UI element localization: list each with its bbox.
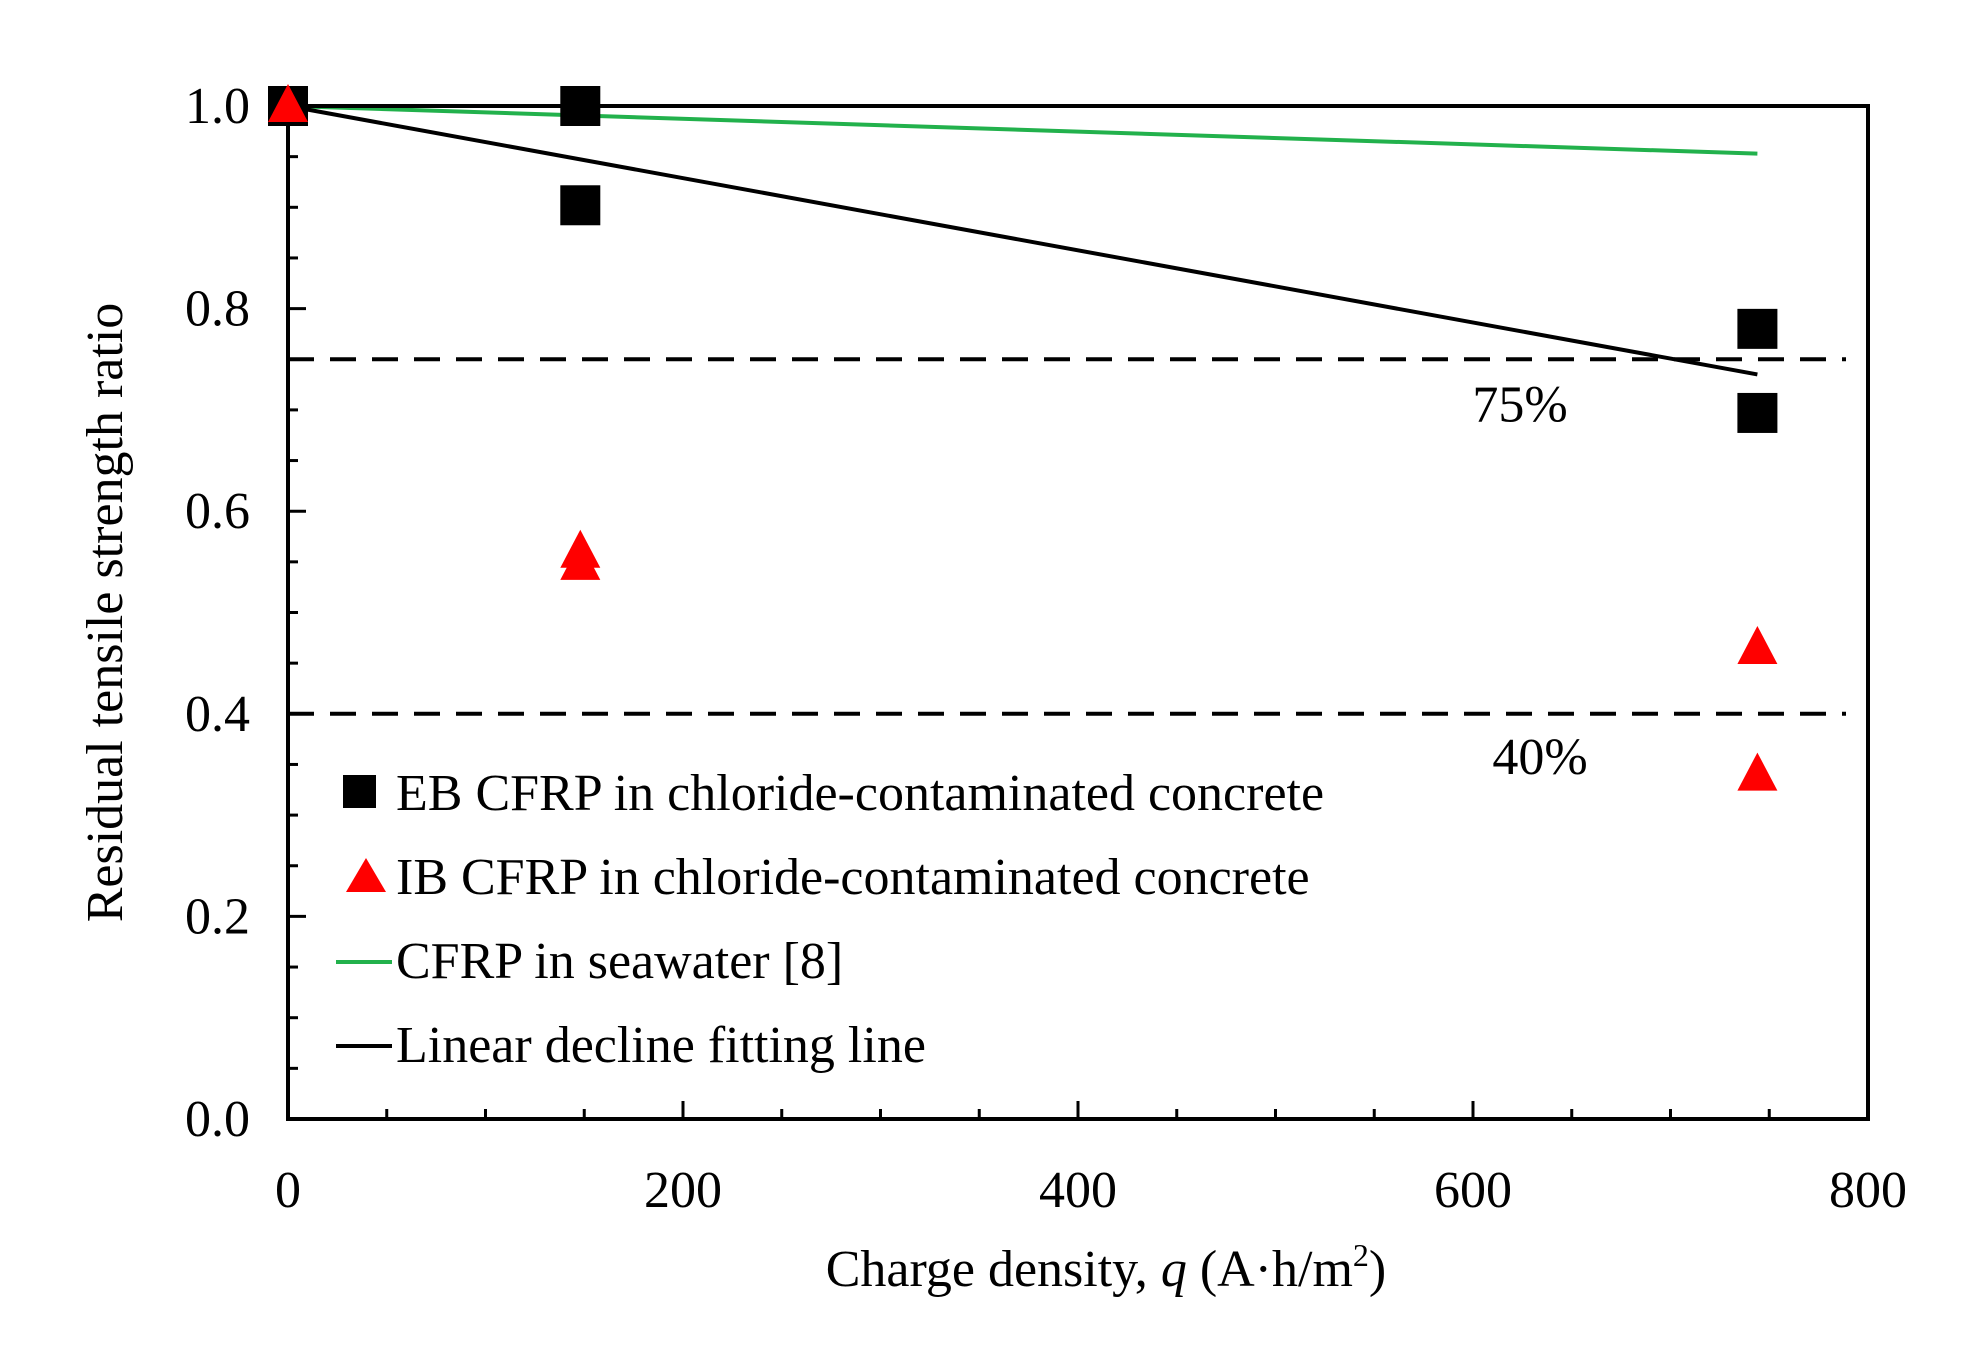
reference-label-75pct: 75%: [1472, 376, 1567, 433]
data-point-triangle: [1737, 625, 1778, 664]
legend-label-eb-cfrp: EB CFRP in chloride-contaminated concret…: [396, 765, 1324, 822]
data-point-square: [1737, 392, 1778, 433]
x-tick-label: 200: [644, 1162, 722, 1219]
axis-ticks: 0 200 400 600 800 0.0 0.2 0.4 0.6 0.8 1.0: [185, 78, 1907, 1219]
y-tick-label: 0.0: [185, 1091, 250, 1148]
y-tick-label: 0.6: [185, 483, 250, 540]
y-tick-label: 0.8: [185, 281, 250, 338]
legend-swatch-square: [343, 775, 376, 808]
x-tick-label: 400: [1039, 1162, 1117, 1219]
x-tick-label: 0: [275, 1162, 301, 1219]
legend-label-fitting-line: Linear decline fitting line: [396, 1017, 926, 1074]
legend-entry-ib-cfrp: IB CFRP in chloride-contaminated concret…: [346, 849, 1310, 906]
data-point-square: [560, 86, 601, 126]
x-tick-label: 600: [1434, 1162, 1512, 1219]
x-axis-title-unit: (A·h/m: [1187, 1241, 1353, 1298]
x-axis-title-unit-superscript: 2: [1353, 1237, 1369, 1273]
data-point-triangle: [1737, 752, 1778, 791]
legend-swatch-triangle: [346, 858, 386, 892]
legend-entry-fitting-line: Linear decline fitting line: [336, 1017, 926, 1074]
y-tick-label: 0.4: [185, 686, 250, 743]
x-axis-title-unit-close: ): [1369, 1241, 1386, 1298]
x-tick-label: 800: [1829, 1162, 1907, 1219]
reference-lines: 75% 40%: [288, 357, 1846, 786]
data-point-square: [1737, 308, 1778, 349]
series-line-3: [287, 104, 1758, 377]
x-axis-title-prefix: Charge density,: [826, 1241, 1161, 1298]
x-axis-title-variable: q: [1161, 1241, 1187, 1298]
data-point-square: [560, 185, 601, 226]
legend-entry-seawater: CFRP in seawater [8]: [336, 933, 843, 990]
reference-label-40pct: 40%: [1492, 729, 1587, 786]
y-tick-label: 0.2: [185, 888, 250, 945]
x-axis-title: Charge density, q (A·h/m2): [826, 1237, 1386, 1298]
data-point-triangle: [560, 541, 601, 580]
legend-label-seawater: CFRP in seawater [8]: [396, 933, 843, 990]
series-line-2: [287, 104, 1758, 156]
data-markers: [268, 84, 1778, 791]
legend: EB CFRP in chloride-contaminated concret…: [336, 765, 1324, 1074]
series-lines: [287, 104, 1758, 377]
data-point-triangle: [268, 84, 308, 122]
y-tick-label: 1.0: [185, 78, 250, 135]
y-axis-title: Residual tensile strength ratio: [77, 303, 134, 923]
legend-entry-eb-cfrp: EB CFRP in chloride-contaminated concret…: [343, 765, 1324, 822]
legend-label-ib-cfrp: IB CFRP in chloride-contaminated concret…: [396, 849, 1310, 906]
